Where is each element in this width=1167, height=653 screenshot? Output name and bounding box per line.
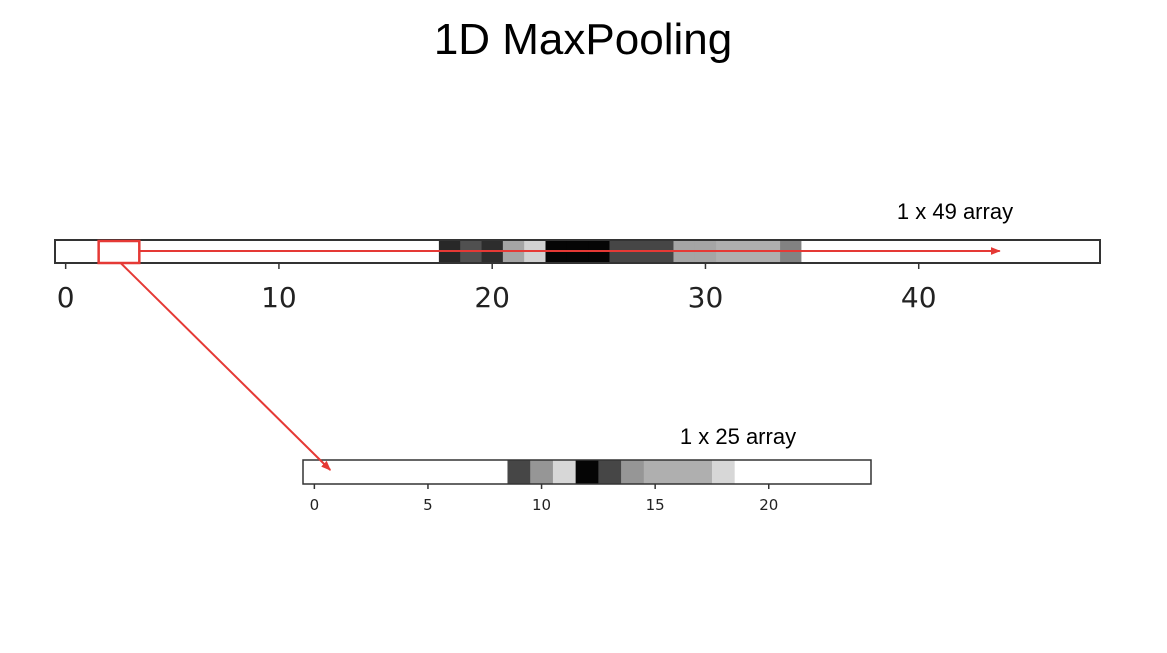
output-array-cell — [734, 460, 758, 484]
output-array-cells — [303, 460, 872, 484]
output-array-tick-label: 5 — [423, 496, 433, 514]
input-array-cell — [118, 240, 141, 263]
input-array-cell — [76, 240, 99, 263]
output-array-tick-label: 15 — [646, 496, 665, 514]
diagram-title: 1D MaxPooling — [434, 15, 732, 64]
input-array-tick-label: 20 — [474, 281, 510, 314]
output-array-cell — [780, 460, 804, 484]
output-array-cell — [598, 460, 622, 484]
input-array-tick-label: 10 — [261, 281, 297, 314]
output-array-cell — [825, 460, 849, 484]
output-array-cell — [552, 460, 577, 484]
input-array-tick-label: 0 — [57, 281, 75, 314]
input-array-cell — [55, 240, 77, 263]
output-array-cell — [802, 460, 826, 484]
output-array-cell — [348, 460, 372, 484]
output-array-cell — [507, 460, 531, 484]
output-array-cell — [484, 460, 508, 484]
output-array-border — [302, 459, 872, 485]
output-array-cell — [666, 460, 690, 484]
output-array-cell — [325, 460, 349, 484]
input-array-cell — [1078, 240, 1101, 263]
output-array-cell — [711, 460, 736, 484]
output-array-cell — [371, 460, 395, 484]
input-array-tick-label: 30 — [688, 281, 724, 314]
input-array-axis: 0 10 20 30 40 — [57, 263, 937, 314]
input-array-cell — [1036, 240, 1058, 263]
output-array-tick-label: 10 — [532, 496, 551, 514]
pool-output-arrow — [119, 262, 331, 471]
output-array-cell — [462, 460, 486, 484]
output-array-tick-label: 20 — [759, 496, 778, 514]
output-array-cell — [689, 460, 713, 484]
output-array-cell — [621, 460, 645, 484]
output-array-label: 1 x 25 array — [680, 424, 796, 449]
output-array-cell — [393, 460, 417, 484]
input-array-tick-label: 40 — [901, 281, 937, 314]
output-array-tick-label: 0 — [310, 496, 320, 514]
input-array-cell — [1057, 240, 1080, 263]
input-array-border — [54, 239, 1101, 264]
output-array-cell — [643, 460, 667, 484]
input-array-cell — [1014, 240, 1037, 263]
output-array-cell — [575, 460, 599, 484]
output-array-cell — [303, 460, 327, 484]
output-array-cell — [530, 460, 554, 484]
output-array-cell — [757, 460, 781, 484]
output-array-cell — [848, 460, 872, 484]
input-array-cell — [97, 240, 120, 263]
output-array-axis: 0 5 10 15 20 — [310, 484, 778, 514]
input-array-label: 1 x 49 array — [897, 199, 1013, 224]
output-array-cell — [439, 460, 463, 484]
input-array-cell — [993, 240, 1016, 263]
output-array-cell — [416, 460, 440, 484]
